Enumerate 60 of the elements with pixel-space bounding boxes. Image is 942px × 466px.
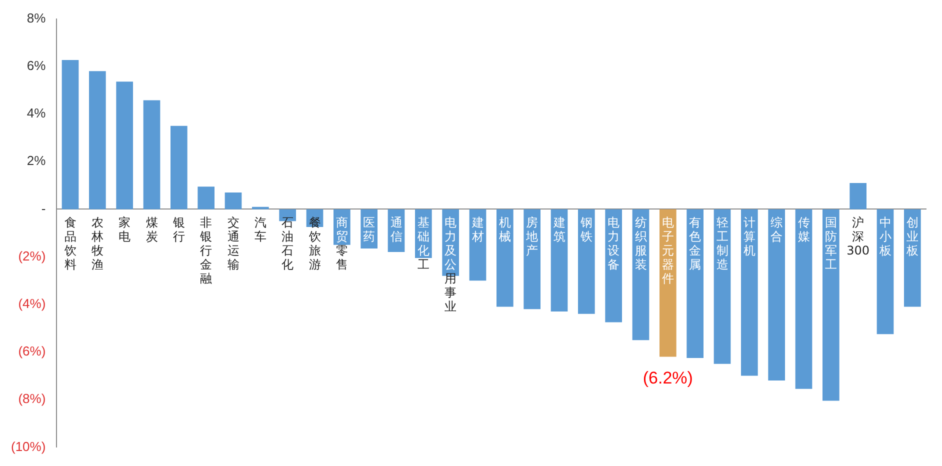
y-tick-label: - [41,200,46,216]
bar [62,60,79,210]
bar [89,71,106,210]
bar [876,209,894,334]
y-tick-label: 4% [26,106,46,121]
y-tick-label: (6%) [18,344,46,359]
x-tick-label: 计算机 [743,215,756,258]
bar [822,209,840,401]
y-tick-label: (10%) [10,438,46,454]
annotation: (6.2%) [642,368,693,388]
x-tick-label: 基础化工 [416,215,430,272]
x-tick-label: 餐饮旅游 [308,215,321,272]
y-tick-label: (4%) [18,296,46,311]
bar [686,209,704,358]
x-tick-label: 建筑 [552,215,566,244]
x-tick-label: 电子元器件 [662,215,674,286]
bar [660,209,676,357]
x-tick-label: 轻工制造 [716,215,728,272]
bar [170,126,188,210]
x-tick-label: 农林牧渔 [90,215,104,272]
bar [741,209,758,376]
y-tick-label: (8%) [18,391,46,406]
x-tick-label: 家电 [118,215,131,244]
x-tick-label: 中小板 [878,215,892,258]
x-tick-label: 纺织服装 [634,215,647,272]
y-tick-label: 6% [26,58,46,73]
bar [550,209,568,312]
bar [496,209,514,307]
x-tick-label: 钢铁 [579,215,592,244]
bar [224,192,242,210]
x-tick-label: 医药 [363,215,376,244]
x-tick-label: 汽车 [254,215,266,244]
x-tick-label: 交通运输 [227,215,240,272]
x-tick-label: 国防军工 [824,215,837,272]
x-tick-label: 沪深300 [846,215,870,258]
y-tick-label: (2%) [18,248,46,264]
x-tick-label: 煤炭 [146,215,158,244]
bar [795,209,812,389]
x-tick-label: 商贸零售 [336,215,348,272]
x-tick-label: 创业板 [905,215,918,258]
x-tick-label: 通信 [390,215,402,244]
x-tick-label: 机械 [498,215,511,244]
bar [850,183,867,210]
x-tick-label: 传媒 [798,215,810,244]
x-tick-label: 房地产 [525,215,538,258]
bar [116,82,134,210]
bar [198,186,215,210]
x-tick-label: 有色金属 [689,215,702,272]
bar [524,209,541,310]
bar [578,209,595,314]
x-tick-label: 综合 [770,215,783,244]
x-tick-label: 建材 [470,215,484,244]
y-tick-label: 8% [26,10,46,26]
bar [768,209,786,381]
x-tick-label: 银行 [172,215,185,244]
x-tick-label: 食品饮料 [63,215,76,272]
x-tick-label: 非银行金融 [199,215,212,286]
x-tick-label: 电力设备 [608,215,620,272]
bar [143,100,160,210]
y-tick-label: 2% [26,153,46,168]
